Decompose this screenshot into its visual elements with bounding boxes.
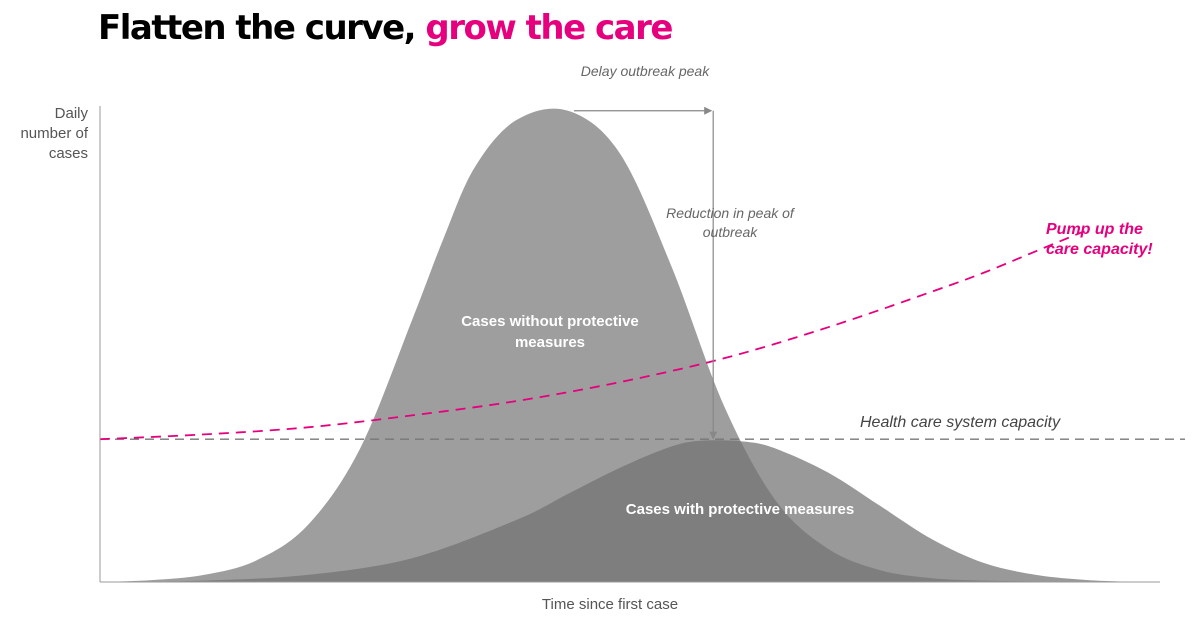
annotation-delay-peak: Delay outbreak peak: [580, 63, 710, 79]
label-cases-with-measures: Cases with protective measures: [625, 501, 855, 518]
area-cases-without-measures: [100, 108, 1140, 583]
chart-title: Flatten the curve, grow the care: [98, 8, 673, 48]
annotation-health-care-capacity: Health care system capacity: [860, 414, 1061, 431]
annotation-reduction-peak: Reduction in peak of outbreak: [666, 205, 794, 240]
x-axis-label: Time since first case: [541, 596, 679, 613]
title-highlight: grow the care: [425, 8, 673, 48]
title-main: Flatten the curve,: [98, 8, 417, 48]
annotation-pump-up-capacity: Pump up the care capacity!: [1046, 221, 1153, 258]
pump-up-capacity-curve: [99, 228, 1089, 441]
y-axis-label: Daily number of cases: [20, 105, 88, 162]
label-cases-without-measures: Cases without protective measures: [461, 313, 639, 351]
area-cases-with-measures: [100, 440, 1140, 582]
